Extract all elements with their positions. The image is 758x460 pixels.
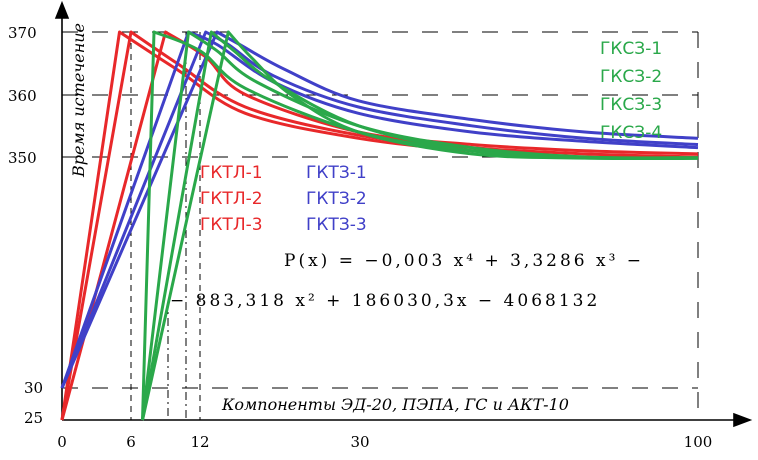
series-layer [60, 30, 699, 421]
x-axis-arrow [733, 412, 753, 428]
axes [54, 0, 753, 428]
legend-red-1: ГКТЛ-1 [200, 163, 263, 183]
legend-green-1: ГКСЗ-1 [600, 39, 662, 59]
series-2-line [60, 30, 699, 421]
series-10-line [141, 30, 699, 421]
x-tick-0: 0 [57, 433, 67, 451]
x-tick-labels: 0 6 12 30 100 [57, 433, 712, 451]
y-tick-25: 25 [24, 409, 43, 427]
reference-lines [62, 31, 699, 420]
legend-blue-3: ГКТЗ-3 [306, 215, 367, 235]
y-axis-label: Время истечение [69, 23, 88, 178]
x-tick-6: 6 [126, 433, 136, 451]
x-tick-100: 100 [684, 433, 713, 451]
x-tick-12: 12 [190, 433, 209, 451]
formula-line-2: − 883,318 x² + 186030,3x − 4068132 [170, 291, 600, 311]
legend: ГКТЛ-1 ГКТЛ-2 ГКТЛ-3 ГКТЗ-1 ГКТЗ-2 ГКТЗ-… [200, 39, 662, 235]
formula-annotation: P(x) = −0,003 x⁴ + 3,3286 x³ − − 883,318… [170, 251, 644, 311]
legend-red-2: ГКТЛ-2 [200, 189, 263, 209]
y-axis-arrow [54, 0, 70, 19]
legend-blue-1: ГКТЗ-1 [306, 163, 367, 183]
series-1-line [60, 30, 699, 421]
legend-blue-2: ГКТЗ-2 [306, 189, 367, 209]
y-tick-30: 30 [24, 379, 43, 397]
formula-line-1: P(x) = −0,003 x⁴ + 3,3286 x³ − [284, 251, 644, 271]
series-3-line [60, 30, 699, 421]
y-tick-360: 360 [8, 87, 37, 105]
x-tick-30: 30 [350, 433, 369, 451]
legend-green-2: ГКСЗ-2 [600, 67, 662, 87]
y-tick-350: 350 [8, 149, 37, 167]
legend-red-3: ГКТЛ-3 [200, 215, 263, 235]
x-axis-label: Компоненты ЭД-20, ПЭПА, ГС и АКТ-10 [221, 395, 569, 414]
series-4-line [60, 30, 699, 389]
legend-green-4: ГКСЗ-4 [600, 123, 662, 143]
y-tick-370: 370 [8, 24, 37, 42]
legend-green-3: ГКСЗ-3 [600, 95, 662, 115]
y-tick-labels: 370 360 350 30 25 [8, 24, 43, 427]
